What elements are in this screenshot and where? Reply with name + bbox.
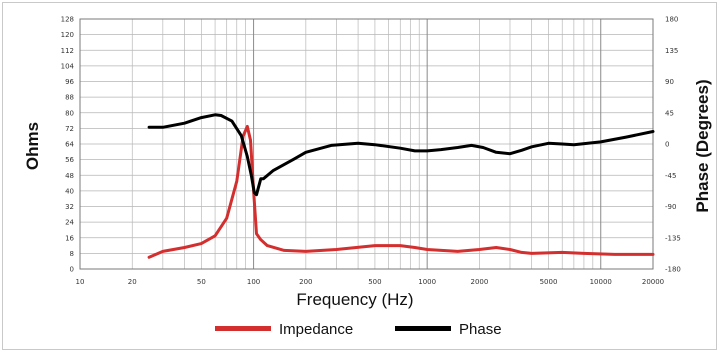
left-y-tick-label: 56: [65, 156, 74, 164]
right-y-tick-label: -45: [665, 172, 676, 180]
legend-label-impedance: Impedance: [279, 321, 353, 338]
series-line-phase: [147, 113, 655, 197]
left-y-tick-label: 80: [65, 109, 74, 117]
left-y-tick-label: 40: [65, 187, 74, 195]
legend-swatch-impedance: [215, 326, 271, 331]
x-tick-label: 200: [299, 278, 312, 286]
left-y-tick-label: 72: [65, 125, 74, 133]
left-y-tick-label: 104: [61, 62, 75, 70]
chart-frame: 10 20 50 100 200 500 1000 2000 5000 10000 20000 0 8…: [2, 2, 717, 350]
left-y-tick-label: 88: [65, 94, 74, 102]
x-tick-label: 20: [128, 278, 137, 286]
right-y-tick-label: 135: [665, 47, 678, 55]
left-y-tick-label: 128: [61, 16, 74, 24]
left-y-tick-label: 64: [65, 141, 74, 149]
right-y-axis-title: Phase (Degrees): [693, 79, 712, 212]
right-y-tick-label: -180: [665, 266, 681, 274]
left-y-tick-label: 16: [65, 234, 74, 242]
left-y-tick-label: 32: [65, 203, 74, 211]
series-lines: [147, 113, 655, 259]
left-y-tick-label: 96: [65, 78, 74, 86]
impedance-phase-chart: 10 20 50 100 200 500 1000 2000 5000 10000 20000 0 8…: [23, 16, 712, 339]
legend-swatch-phase: [395, 326, 451, 331]
right-y-tick-label: 45: [665, 109, 674, 117]
x-tick-label: 20000: [642, 278, 664, 286]
legend: Impedance Phase: [215, 321, 502, 338]
series-line-impedance: [147, 124, 655, 259]
x-tick-label: 100: [247, 278, 260, 286]
grid-lines: [79, 18, 654, 270]
right-y-tick-label: 90: [665, 78, 674, 86]
legend-label-phase: Phase: [459, 321, 502, 338]
right-y-tick-labels: 180 135 90 45 0 -45 -90 -135 -180: [665, 16, 681, 274]
left-y-tick-label: 8: [70, 250, 74, 258]
right-y-tick-label: 180: [665, 16, 678, 24]
x-axis-title: Frequency (Hz): [296, 290, 413, 309]
x-tick-labels: 10 20 50 100 200 500 1000 2000 5000 10000 20000: [76, 278, 665, 286]
right-y-tick-label: -90: [665, 203, 676, 211]
left-y-axis-title: Ohms: [23, 122, 42, 170]
x-tick-label: 50: [197, 278, 206, 286]
x-tick-label: 2000: [471, 278, 489, 286]
left-y-tick-label: 24: [65, 219, 74, 227]
x-tick-label: 5000: [540, 278, 558, 286]
plot-border: [79, 18, 654, 270]
left-y-tick-label: 48: [65, 172, 74, 180]
x-tick-label: 10: [76, 278, 85, 286]
left-y-tick-label: 120: [61, 31, 74, 39]
right-y-tick-label: 0: [665, 141, 669, 149]
x-tick-label: 10000: [590, 278, 612, 286]
x-tick-label: 500: [368, 278, 381, 286]
right-y-tick-label: -135: [665, 234, 681, 242]
x-tick-label: 1000: [418, 278, 436, 286]
left-y-tick-label: 0: [70, 266, 74, 274]
left-y-tick-labels: 0 8 16 24 32 40 48 56 64 72 80 88 96 104 112 120 128: [61, 16, 75, 274]
left-y-tick-label: 112: [61, 47, 74, 55]
